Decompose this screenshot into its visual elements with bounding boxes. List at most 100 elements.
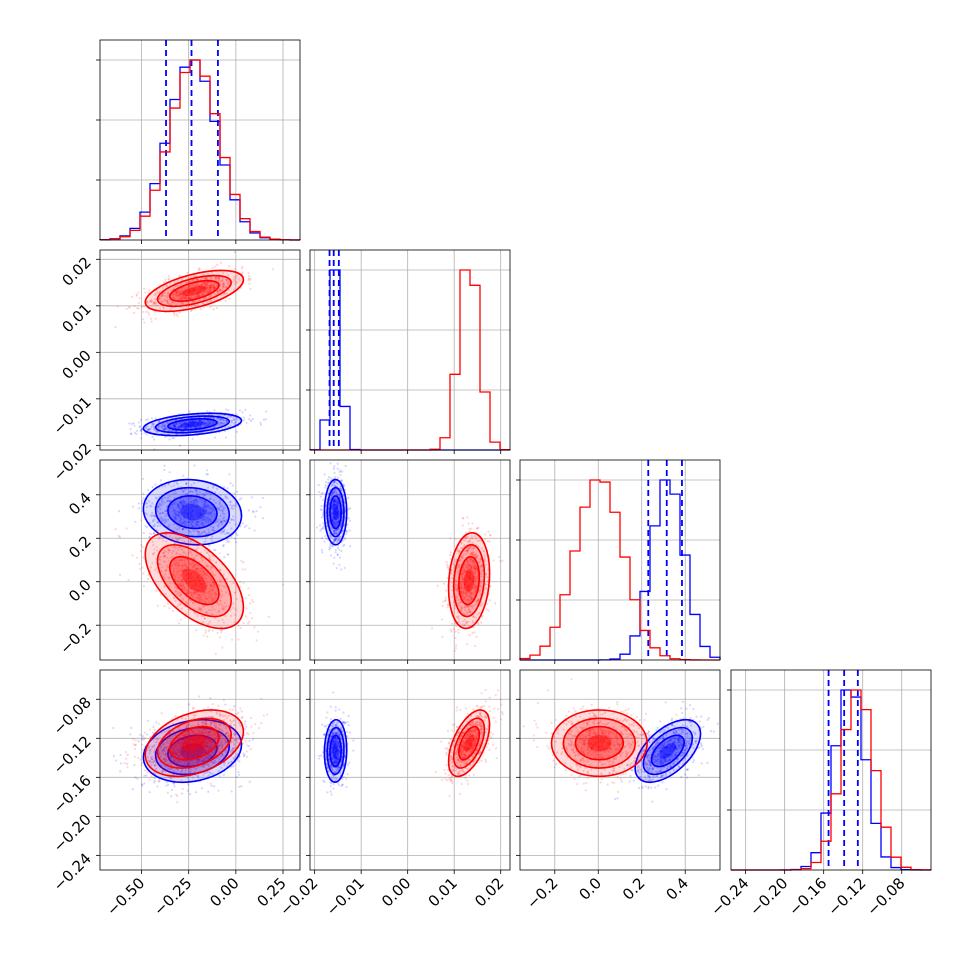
sample-point	[187, 423, 190, 426]
sample-point	[194, 296, 197, 299]
sample-point	[177, 297, 180, 300]
sample-point	[143, 321, 146, 324]
sample-point	[204, 537, 207, 540]
sample-point	[181, 505, 185, 508]
sample-point	[204, 512, 207, 515]
sample-point	[455, 624, 458, 628]
sample-point	[186, 514, 189, 518]
sample-point	[176, 514, 179, 517]
sample-point	[245, 421, 248, 424]
sample-point	[223, 530, 226, 533]
sample-point	[207, 422, 210, 425]
sample-point	[243, 525, 246, 529]
sample-point	[161, 517, 164, 520]
sample-point	[344, 538, 347, 541]
sample-point	[208, 287, 211, 290]
sample-point	[226, 415, 229, 419]
sample-point	[175, 518, 178, 521]
sample-point	[153, 779, 157, 782]
sample-point	[200, 421, 203, 424]
sample-point	[483, 538, 487, 541]
sample-point	[212, 285, 216, 288]
sample-point	[204, 422, 207, 425]
sample-point	[185, 422, 188, 425]
sample-point	[157, 291, 161, 294]
sample-point	[178, 510, 181, 513]
sample-point	[189, 309, 193, 313]
sample-point	[473, 631, 476, 634]
sample-point	[226, 553, 229, 556]
sample-point	[195, 287, 198, 290]
sample-point	[208, 278, 211, 281]
sample-point	[215, 284, 219, 287]
sample-point	[192, 424, 195, 427]
sample-point	[499, 560, 502, 563]
sample-point	[271, 268, 275, 271]
sample-point	[223, 556, 226, 559]
sample-point	[247, 509, 250, 512]
sample-point	[232, 705, 236, 708]
sample-point	[165, 427, 168, 431]
sample-point	[168, 607, 171, 610]
sample-point	[142, 310, 145, 313]
sample-point	[226, 487, 229, 490]
sample-point	[179, 292, 183, 295]
sample-point	[230, 507, 233, 510]
sample-point	[152, 422, 155, 425]
sample-point	[221, 418, 224, 421]
sample-point	[212, 421, 216, 424]
sample-point	[475, 635, 478, 638]
sample-point	[203, 281, 206, 284]
sample-point	[187, 296, 191, 299]
sample-point	[178, 425, 181, 428]
sample-point	[174, 426, 177, 429]
sample-point	[265, 410, 268, 413]
panel-1-0	[100, 250, 300, 450]
sample-point	[186, 514, 190, 518]
panel-2-0	[100, 460, 300, 660]
sample-point	[156, 291, 159, 294]
sample-point	[185, 294, 188, 297]
sample-point	[219, 514, 222, 517]
sample-point	[195, 629, 198, 632]
sample-point	[248, 620, 251, 623]
sample-point	[340, 479, 343, 482]
sample-point	[207, 284, 210, 288]
sample-point	[194, 421, 198, 424]
sample-point	[135, 429, 139, 433]
sample-point	[466, 516, 469, 519]
sample-point	[175, 422, 178, 425]
sample-point	[254, 515, 257, 518]
sample-point	[219, 424, 222, 427]
sample-point	[185, 504, 188, 507]
sample-point	[187, 423, 190, 426]
sample-point	[159, 307, 162, 310]
sample-point	[156, 506, 159, 509]
sample-point	[140, 519, 143, 522]
sample-point	[183, 514, 186, 518]
sample-point	[135, 432, 138, 436]
sample-point	[205, 473, 208, 476]
sample-point	[206, 473, 209, 476]
sample-point	[222, 517, 225, 520]
sample-point	[159, 507, 162, 511]
sample-point	[206, 505, 210, 508]
sample-point	[133, 424, 136, 427]
sample-point	[210, 417, 213, 420]
sample-point	[191, 279, 194, 282]
sample-point	[197, 285, 201, 288]
sample-point	[148, 300, 151, 303]
sample-point	[180, 517, 183, 520]
sample-point	[139, 550, 142, 553]
sample-point	[224, 520, 227, 523]
sample-point	[441, 635, 444, 638]
sample-point	[189, 489, 192, 493]
sample-point	[181, 294, 184, 298]
sample-point	[320, 505, 323, 508]
sample-point	[163, 518, 166, 521]
sample-point	[145, 419, 148, 422]
sample-point	[216, 631, 219, 635]
sample-point	[183, 423, 186, 426]
sample-point	[480, 621, 483, 624]
sample-point	[193, 288, 196, 291]
